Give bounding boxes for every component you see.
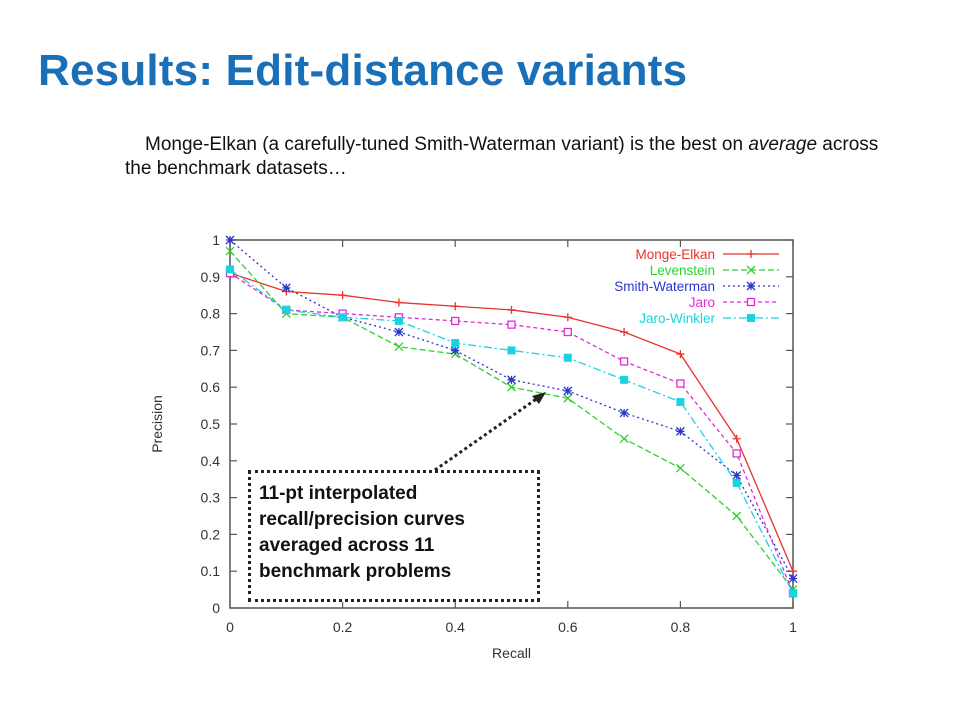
callout-arrow	[434, 393, 543, 472]
y-tick-label: 0.5	[201, 416, 221, 432]
point-monge-elkan	[676, 350, 685, 359]
point-monge-elkan	[451, 302, 460, 311]
x-tick-label: 0	[226, 619, 234, 635]
point-jaro-winkler	[226, 265, 234, 274]
point-jaro	[676, 379, 685, 388]
y-tick-label: 0.4	[201, 453, 221, 469]
x-tick-label: 0.4	[445, 619, 465, 635]
legend-label-levenstein: Levenstein	[650, 263, 715, 278]
legend-label-jaro: Jaro	[689, 295, 715, 310]
point-levenstein	[563, 393, 573, 403]
y-tick-label: 0.1	[201, 563, 221, 579]
point-monge-elkan	[732, 434, 741, 443]
point-jaro-winkler	[282, 305, 291, 314]
point-jaro-winkler	[620, 375, 629, 384]
point-jaro	[563, 327, 572, 337]
point-jaro-winkler	[676, 397, 685, 406]
legend-marker-levenstein	[746, 265, 756, 275]
point-jaro-winkler	[789, 589, 797, 598]
legend-marker-monge-elkan	[747, 250, 755, 258]
slide-subtitle: Monge-Elkan (a carefully-tuned Smith-Wat…	[125, 133, 885, 181]
callout-arrowhead	[532, 392, 546, 404]
point-smith-waterman	[619, 408, 629, 418]
x-axis-label: Recall	[492, 645, 531, 661]
point-monge-elkan	[394, 298, 403, 307]
point-jaro-winkler	[507, 346, 516, 355]
point-smith-waterman	[450, 345, 460, 355]
y-axis-label: Precision	[149, 395, 165, 453]
slide-title: Results: Edit-distance variants	[38, 46, 688, 95]
point-monge-elkan	[563, 313, 572, 322]
x-tick-label: 1	[789, 619, 797, 635]
legend-marker-jaro-winkler	[747, 314, 755, 322]
y-tick-label: 0.3	[201, 490, 221, 506]
point-smith-waterman	[563, 386, 573, 396]
x-tick-label: 0.2	[333, 619, 353, 635]
legend-marker-jaro	[746, 297, 756, 307]
legend-marker-smith-waterman	[746, 281, 756, 291]
subtitle-text-2: across the benchmark datasets…	[125, 134, 879, 179]
y-tick-label: 1	[212, 232, 220, 248]
point-levenstein	[225, 246, 235, 256]
legend-label-monge-elkan: Monge-Elkan	[635, 247, 715, 262]
point-jaro-winkler	[563, 353, 572, 362]
point-smith-waterman	[394, 327, 404, 337]
point-monge-elkan	[507, 305, 516, 314]
point-monge-elkan	[338, 291, 347, 300]
x-tick-label: 0.6	[558, 619, 578, 635]
point-smith-waterman	[507, 375, 516, 385]
point-levenstein	[675, 463, 685, 473]
point-smith-waterman	[281, 283, 291, 293]
point-levenstein	[732, 511, 742, 521]
y-tick-label: 0.7	[201, 342, 221, 358]
subtitle-text-1: Monge-Elkan (a carefully-tuned Smith-Wat…	[145, 134, 749, 155]
y-tick-label: 0.9	[201, 269, 221, 285]
y-tick-label: 0.2	[201, 526, 221, 542]
callout-box: 11-pt interpolated recall/precision curv…	[248, 470, 540, 602]
point-levenstein	[394, 342, 404, 352]
point-jaro-winkler	[451, 339, 460, 348]
point-jaro	[507, 320, 516, 329]
point-smith-waterman	[675, 426, 685, 436]
point-smith-waterman	[788, 574, 798, 584]
subtitle-emphasis: average	[748, 134, 818, 155]
point-monge-elkan	[789, 567, 797, 576]
y-tick-label: 0.6	[201, 379, 221, 395]
legend-label-jaro-winkler: Jaro-Winkler	[639, 311, 715, 326]
point-levenstein	[507, 382, 516, 392]
y-tick-label: 0.8	[201, 306, 221, 322]
x-tick-label: 0.8	[671, 619, 691, 635]
point-monge-elkan	[620, 328, 629, 336]
point-jaro-winkler	[732, 478, 741, 487]
point-smith-waterman	[225, 235, 235, 245]
point-jaro	[732, 449, 741, 458]
point-levenstein	[619, 434, 629, 444]
point-jaro	[619, 357, 629, 366]
point-jaro-winkler	[394, 316, 403, 325]
point-smith-waterman	[732, 471, 742, 480]
point-jaro-winkler	[338, 313, 347, 322]
point-jaro	[451, 316, 460, 326]
recall-precision-chart: 0 0.1 0.2 0.3 0.4 0.5 0.6 0.7 0.8 0.9 1 0 0.2 0.4 0.6 0…	[149, 232, 798, 661]
series-line-smith-waterman	[229, 239, 794, 579]
legend-label-smith-waterman: Smith-Waterman	[614, 279, 715, 294]
y-tick-label: 0	[212, 600, 220, 616]
